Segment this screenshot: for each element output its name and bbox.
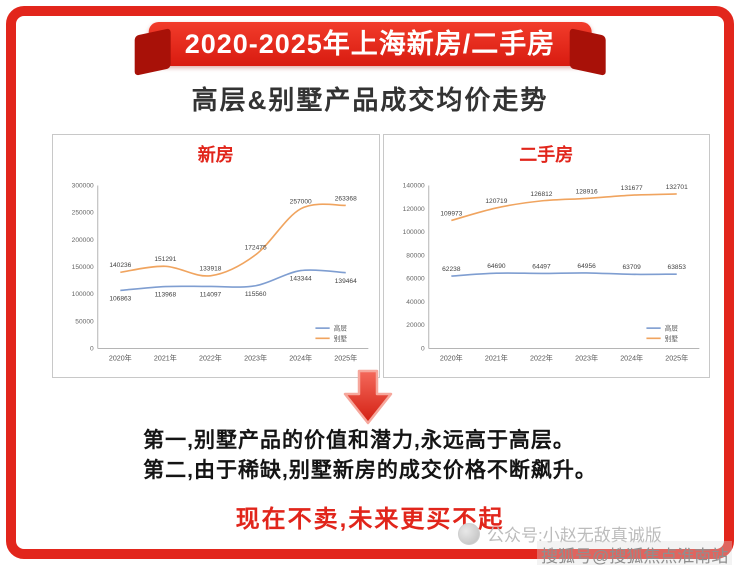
svg-text:128916: 128916 [575,188,597,195]
svg-text:20000: 20000 [406,322,425,329]
svg-text:别墅: 别墅 [664,334,678,343]
sohu-watermark: 搜狐号@搜狐焦点淮南站 [537,541,733,565]
svg-text:2025年: 2025年 [334,354,357,363]
svg-text:2024年: 2024年 [289,354,312,363]
svg-text:80000: 80000 [406,252,425,259]
down-arrow-icon [343,369,393,425]
new-homes-chart-title: 新房 [197,145,234,165]
svg-text:140000: 140000 [402,183,424,190]
svg-text:高层: 高层 [664,324,678,333]
svg-text:263368: 263368 [335,195,357,202]
svg-text:60000: 60000 [406,276,425,283]
svg-text:2022年: 2022年 [530,354,553,363]
svg-text:高层: 高层 [334,324,348,333]
wechat-watermark: 公众号:小赵无敌真诚版 [458,521,662,546]
banner-title: 2020-2025年上海新房/二手房 [184,29,556,59]
svg-text:2020年: 2020年 [439,354,462,363]
svg-text:140236: 140236 [109,262,131,269]
svg-text:50000: 50000 [75,318,94,325]
secondhand-homes-chart-title: 二手房 [519,145,574,165]
wechat-avatar-icon [458,522,480,545]
svg-text:150000: 150000 [72,264,94,271]
conclusion-line1: 第一,别墅产品的价值和潜力,永远高于高层。 [143,429,575,452]
svg-text:115560: 115560 [245,291,267,298]
secondhand-homes-chart-panel: 二手房 0 20000 40000 60000 80000 100000 120000 140… [382,134,710,378]
highlight-slogan: 现在不卖,未来更买不起 [235,506,505,533]
svg-text:64690: 64690 [487,263,506,270]
svg-text:2022年: 2022年 [199,354,222,363]
svg-text:0: 0 [90,346,94,353]
svg-text:2021年: 2021年 [484,354,507,363]
svg-text:113968: 113968 [155,292,177,299]
ribbon-right-fold [569,28,606,76]
svg-text:120719: 120719 [485,198,507,205]
conclusion-line2: 第二,由于稀缺,别墅新房的成交价格不断飙升。 [143,459,597,483]
svg-text:2024年: 2024年 [620,354,643,363]
new-homes-chart-panel: 新房 0 50000 100000 150000 200000 250000 300000 2… [52,134,380,378]
svg-text:257000: 257000 [290,199,312,206]
svg-text:172475: 172475 [245,245,267,252]
wechat-watermark-text: 公众号:小赵无敌真诚版 [487,526,662,545]
ribbon-left-fold [134,28,171,76]
svg-text:63853: 63853 [667,264,686,271]
svg-text:133918: 133918 [199,266,221,273]
svg-text:0: 0 [421,346,425,353]
svg-text:2023年: 2023年 [575,354,598,363]
svg-text:别墅: 别墅 [334,334,348,343]
svg-text:200000: 200000 [72,237,94,244]
svg-text:64497: 64497 [532,263,551,270]
banner-ribbon: 2020-2025年上海新房/二手房 [134,22,606,76]
conclusion-block: 第一,别墅产品的价值和潜力,永远高于高层。 第二,由于稀缺,别墅新房的成交价格不… [0,426,740,487]
svg-text:132701: 132701 [665,184,687,191]
svg-text:2021年: 2021年 [154,354,177,363]
svg-text:63709: 63709 [622,264,641,271]
svg-text:100000: 100000 [72,291,94,298]
svg-text:139464: 139464 [335,278,357,285]
svg-text:143344: 143344 [290,276,312,283]
svg-text:2020年: 2020年 [109,354,132,363]
svg-text:2023年: 2023年 [244,354,267,363]
svg-text:106863: 106863 [109,296,131,303]
charts-row: 新房 0 50000 100000 150000 200000 250000 300000 2… [52,134,710,378]
secondhand-homes-chart: 0 20000 40000 60000 80000 100000 120000 140000 2… [402,183,699,363]
svg-text:2025年: 2025年 [665,354,688,363]
svg-text:109973: 109973 [440,210,462,217]
svg-text:62238: 62238 [442,266,461,273]
svg-text:300000: 300000 [72,183,94,190]
new-homes-chart: 0 50000 100000 150000 200000 250000 300000 2020… [72,183,369,363]
svg-text:100000: 100000 [402,229,424,236]
svg-text:120000: 120000 [402,206,424,213]
svg-text:114097: 114097 [200,292,222,299]
svg-text:250000: 250000 [72,210,94,217]
svg-text:64956: 64956 [577,263,596,270]
svg-text:40000: 40000 [406,299,425,306]
svg-text:131677: 131677 [620,185,642,192]
svg-text:151291: 151291 [154,256,176,263]
page-title: 高层&别墅产品成交均价走势 [191,85,549,115]
svg-text:126812: 126812 [530,191,552,198]
